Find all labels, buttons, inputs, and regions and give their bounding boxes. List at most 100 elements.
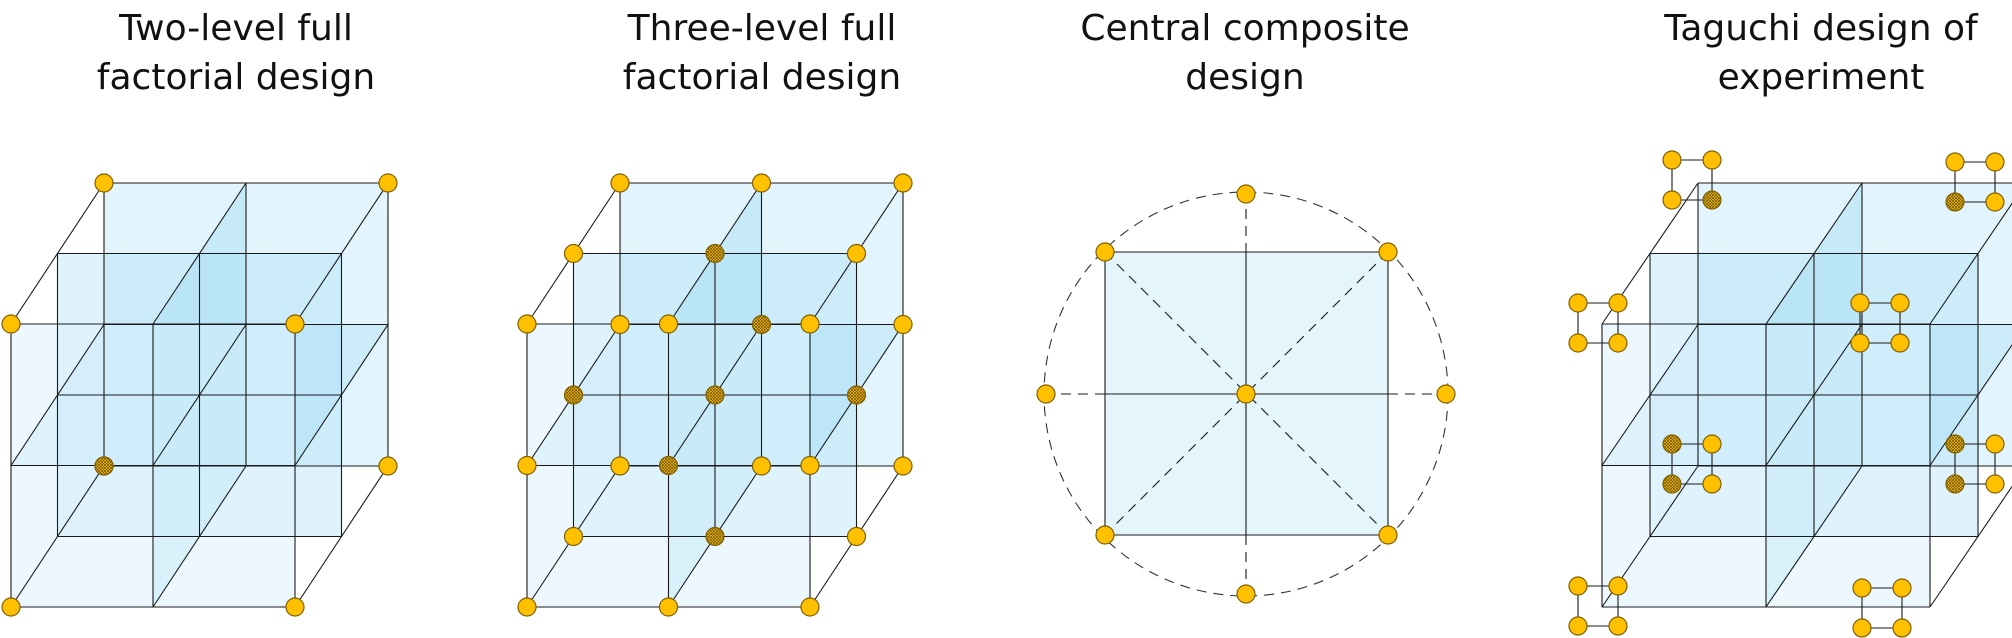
design-point [1985,474,2005,494]
design-point [1608,293,1628,313]
center-design-point [705,243,725,264]
three-level-cube [517,173,913,617]
design-point [800,597,820,617]
design-point [1702,434,1722,454]
center-design-point [846,385,867,405]
design-point [658,597,679,617]
design-point [610,314,630,335]
design-point [1568,616,1588,636]
design-point [563,243,584,264]
taguchi-diagram [1568,150,2012,638]
design-point [1985,152,2005,172]
design-point [1662,150,1682,170]
design-point [563,526,584,547]
two-level-cube [1,173,398,617]
design-point [1850,293,1870,313]
design-point [1568,576,1588,596]
edge-line [1765,182,1863,325]
design-point [517,314,537,334]
edge-line [294,182,389,325]
design-point [1568,293,1588,313]
design-point [1608,576,1628,596]
design-point [1945,152,1965,172]
center-design-point [1662,474,1682,494]
title-two-level: Two-level full factorial design [96,8,376,98]
edge-line [1765,465,1863,608]
design-point [1985,434,2005,454]
edge-line [10,465,105,608]
design-point [1890,293,1910,313]
design-point [1702,150,1722,170]
design-point [893,456,913,476]
design-point [1850,333,1870,353]
center-design-point [1945,192,1965,212]
design-point [1095,242,1115,262]
title-central-composite: Central composite design [1080,8,1410,98]
design-point [1,597,21,617]
central-composite-diagram [1036,184,1456,604]
design-point [1662,190,1682,210]
design-point [1852,578,1872,598]
design-point [285,314,305,334]
design-point [658,314,679,334]
design-point [1,314,21,334]
design-point [1095,525,1115,545]
design-point [1378,242,1398,262]
design-point [378,456,398,476]
title-three-level: Three-level full factorial design [622,8,902,98]
center-design-point [1702,190,1722,210]
center-design-point [1945,434,1965,454]
design-point [1436,384,1456,404]
design-point [846,526,867,547]
design-point [846,243,867,264]
edge-line [152,182,247,325]
design-point [1985,192,2005,212]
center-design-point [1662,434,1682,454]
design-point [751,173,772,193]
design-point [94,173,114,193]
title-taguchi: Taguchi design of experiment [1664,8,1978,98]
center-design-point [94,456,114,476]
design-point [517,455,537,476]
design-point [800,455,820,476]
design-point [610,173,630,193]
edge-line [1929,485,2012,608]
design-point [751,456,772,476]
edge-line [1601,324,1699,466]
design-point [285,597,305,617]
design-point [1608,616,1628,636]
design-point [1852,618,1872,638]
edge-line [294,324,389,466]
edge-line [10,324,105,466]
center-design-point [705,526,725,547]
edge-line [152,465,247,608]
center-design-point [1945,474,1965,494]
design-point [1236,184,1256,204]
center-design-point [751,314,772,335]
design-point [1568,333,1588,353]
design-point [1892,578,1912,598]
design-point [800,314,820,334]
design-point [1236,584,1256,604]
design-point [517,597,537,617]
edge-line [1765,324,1863,466]
design-point [893,173,913,193]
center-design-point [563,385,584,405]
edge-line [1929,202,2012,325]
edge-line [294,465,389,608]
design-point [1890,333,1910,353]
design-point [1608,333,1628,353]
design-point [1378,525,1398,545]
design-point [378,173,398,193]
design-point [1036,384,1056,404]
design-point [893,314,913,335]
center-design-point [658,455,679,476]
design-point [610,456,630,476]
design-point [1892,618,1912,638]
design-point [1702,474,1722,494]
design-point [1236,384,1256,404]
edge-line [152,324,247,466]
edge-line [10,182,105,325]
center-design-point [705,385,725,405]
